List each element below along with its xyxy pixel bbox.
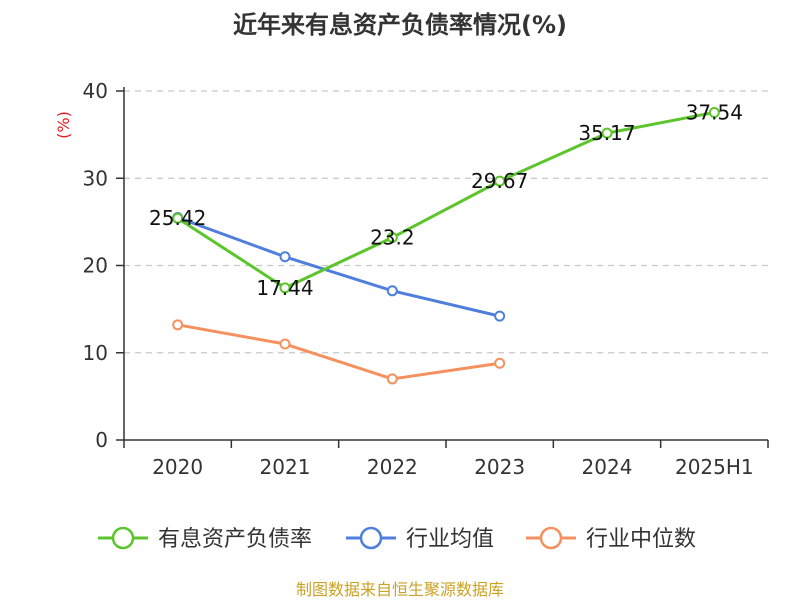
x-tick-label: 2022 bbox=[367, 455, 418, 479]
data-label: 37.54 bbox=[686, 100, 743, 124]
series-line bbox=[176, 110, 715, 290]
data-point bbox=[494, 357, 506, 369]
x-tick-label: 2025H1 bbox=[675, 455, 754, 479]
data-point bbox=[386, 373, 398, 385]
legend-marker bbox=[359, 526, 383, 550]
data-label: 35.17 bbox=[578, 121, 635, 145]
data-label: 29.67 bbox=[471, 169, 528, 193]
data-label: 23.2 bbox=[370, 226, 415, 250]
series-group bbox=[172, 106, 720, 385]
data-point bbox=[386, 232, 398, 244]
data-labels: 25.42 17.44 23.2 29.67 35.17 37.54 bbox=[149, 100, 743, 299]
legend-label: 行业均值 bbox=[406, 527, 494, 552]
source-note: 制图数据来自恒生聚源数据库 bbox=[296, 580, 504, 599]
y-axis-label: (%) bbox=[54, 111, 73, 139]
axes: 0 10 20 30 40 2020 2021 2022 2023 2024 2025H1 bbox=[83, 79, 769, 479]
data-label: 25.42 bbox=[149, 206, 206, 230]
data-point bbox=[279, 282, 291, 294]
data-point bbox=[708, 106, 720, 118]
data-point bbox=[279, 251, 291, 263]
x-tick-label: 2024 bbox=[582, 455, 633, 479]
y-tick-label: 30 bbox=[83, 166, 108, 190]
legend: 有息资产负债率 行业均值 行业中位数 bbox=[98, 526, 696, 552]
y-tick-label: 40 bbox=[83, 79, 108, 103]
legend-marker bbox=[539, 526, 563, 550]
y-tick-label: 10 bbox=[83, 341, 108, 365]
legend-label: 有息资产负债率 bbox=[158, 527, 312, 552]
legend-label: 行业中位数 bbox=[586, 527, 696, 552]
x-tick-label: 2023 bbox=[474, 455, 525, 479]
series-line bbox=[177, 323, 500, 381]
y-tick-label: 20 bbox=[83, 254, 108, 278]
data-point bbox=[386, 285, 398, 297]
series-line bbox=[177, 216, 501, 318]
data-point bbox=[601, 127, 613, 139]
legend-marker bbox=[111, 526, 135, 550]
x-tick-label: 2020 bbox=[152, 455, 203, 479]
chart-title: 近年来有息资产负债率情况(%) bbox=[233, 11, 567, 39]
data-point bbox=[172, 212, 184, 224]
data-point bbox=[494, 310, 506, 322]
data-point bbox=[172, 319, 184, 331]
x-tick-label: 2021 bbox=[260, 455, 311, 479]
data-label: 17.44 bbox=[256, 276, 313, 300]
data-point bbox=[494, 175, 506, 187]
y-tick-label: 0 bbox=[95, 428, 108, 452]
data-point bbox=[279, 338, 291, 350]
grid-lines bbox=[124, 90, 768, 354]
